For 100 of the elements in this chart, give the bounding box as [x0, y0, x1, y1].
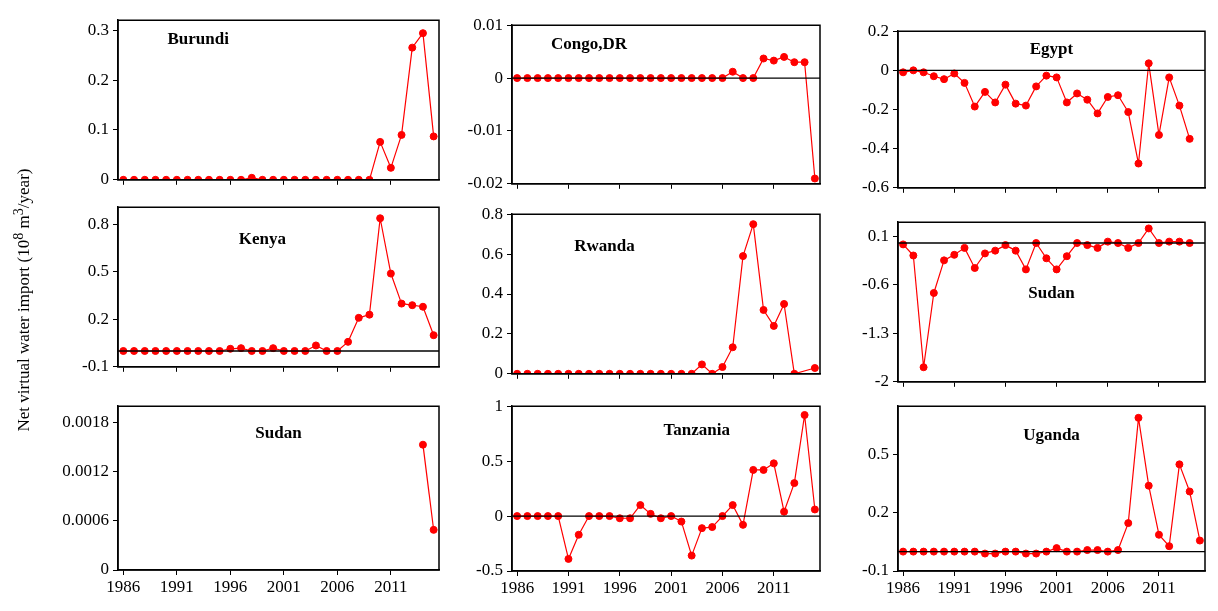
text: Congo,DR — [550, 33, 628, 53]
y-tick-label: -0.6 — [862, 177, 889, 197]
point — [1175, 460, 1184, 469]
point — [311, 341, 320, 350]
y-tick-label: 0.0012 — [62, 461, 109, 481]
x-tick-label: 1986 — [500, 577, 535, 597]
point — [970, 264, 979, 272]
y-tick-label: 0.3 — [87, 19, 109, 39]
point — [1144, 59, 1153, 68]
point — [929, 288, 938, 297]
point — [1103, 92, 1112, 101]
point — [365, 310, 374, 319]
point — [780, 52, 789, 61]
point — [344, 337, 353, 346]
point — [1073, 89, 1082, 98]
point — [929, 72, 938, 81]
point — [790, 58, 799, 67]
point — [728, 343, 737, 352]
point — [1154, 530, 1163, 539]
point — [769, 321, 778, 330]
point — [636, 501, 645, 510]
point — [739, 520, 747, 529]
point — [386, 269, 395, 278]
point — [1124, 243, 1133, 252]
x-tick-label: 1991 — [551, 577, 586, 597]
y-tick-label: 0.01 — [473, 14, 503, 34]
x-tick-label: 2006 — [1090, 577, 1125, 597]
point — [1185, 134, 1194, 143]
point — [1134, 159, 1143, 168]
point — [1154, 130, 1163, 139]
point — [247, 173, 256, 180]
y-tick-label: 0.2 — [867, 20, 889, 40]
point — [697, 524, 706, 533]
y-tick-label: 0 — [494, 505, 503, 525]
point — [919, 363, 928, 372]
y-tick-label: -0.5 — [476, 560, 503, 580]
y-tick-label: 0.5 — [481, 450, 503, 470]
point — [810, 505, 819, 514]
point — [909, 251, 918, 260]
point — [418, 302, 427, 311]
point — [386, 163, 395, 172]
text: Kenya — [238, 228, 287, 248]
text: Burundi — [167, 28, 230, 48]
point — [980, 249, 989, 258]
point — [564, 554, 573, 563]
y-tick-label: -0.02 — [467, 173, 503, 193]
y-tick-label: -0.4 — [862, 138, 890, 158]
point — [397, 299, 406, 308]
point — [1165, 542, 1174, 551]
y-tick-label: 0 — [494, 67, 503, 87]
y-tick-label: 0.5 — [867, 444, 889, 464]
x-tick-label: 1986 — [886, 577, 921, 597]
point — [429, 331, 438, 340]
point — [1093, 109, 1102, 118]
x-tick-label: 1991 — [937, 577, 972, 597]
point — [1042, 254, 1051, 263]
point — [950, 250, 959, 259]
point — [677, 517, 686, 526]
y-tick-label: -0.01 — [467, 120, 503, 140]
point — [1042, 71, 1051, 80]
point — [769, 56, 778, 65]
y-tick-label: 0.2 — [481, 323, 503, 343]
point — [397, 130, 406, 139]
point — [1175, 101, 1184, 110]
point — [940, 256, 949, 265]
point — [1165, 73, 1174, 82]
point — [408, 43, 417, 52]
x-tick-label: 1986 — [106, 576, 141, 596]
point — [991, 98, 1000, 107]
y-tick-label: 0.1 — [867, 225, 889, 245]
y-tick-label: 1 — [494, 395, 503, 415]
point — [800, 58, 809, 67]
text: Tanzania — [663, 420, 731, 440]
point — [1124, 519, 1133, 528]
y-tick-label: -1.3 — [862, 322, 889, 342]
point — [574, 530, 583, 539]
point — [980, 87, 989, 96]
point — [759, 465, 768, 474]
point — [749, 465, 758, 474]
point — [1021, 265, 1030, 274]
text: Sudan — [255, 423, 303, 443]
point — [429, 132, 438, 141]
x-tick-label: 2011 — [374, 576, 408, 596]
y-tick-label: 0.2 — [87, 308, 109, 328]
point — [749, 220, 758, 229]
point — [418, 29, 427, 38]
point — [1011, 246, 1020, 255]
point — [810, 174, 819, 183]
y-tick-label: 0.4 — [481, 283, 504, 303]
x-tick-label: 1996 — [213, 576, 248, 596]
point — [1062, 252, 1071, 261]
point — [1052, 265, 1061, 274]
point — [769, 459, 778, 468]
point — [759, 54, 768, 63]
y-tick-label: 0.2 — [867, 502, 889, 522]
text: Rwanda — [574, 235, 636, 255]
y-tick-label: 0.5 — [87, 261, 109, 281]
point — [780, 299, 789, 308]
point — [1001, 80, 1010, 89]
y-tick-label: 0 — [100, 559, 109, 579]
